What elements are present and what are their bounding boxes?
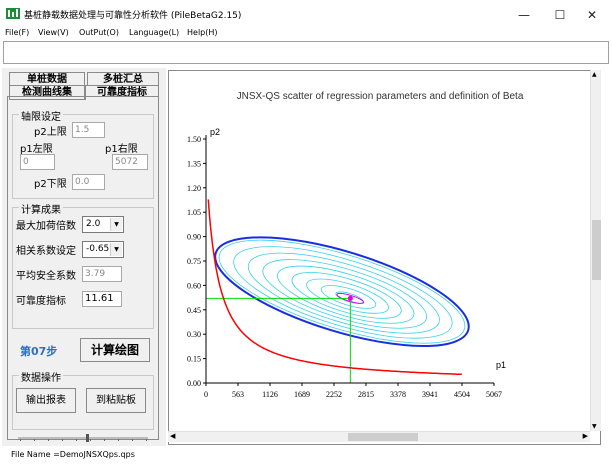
contour-ellipse	[233, 246, 453, 339]
dropdown-arrow-icon: ▼	[110, 218, 122, 231]
contour-ellipse	[262, 259, 428, 329]
vertical-scrollbar[interactable]: ▲ ▼	[590, 70, 601, 431]
h-scroll-thumb[interactable]	[348, 433, 418, 441]
contour-ellipse	[218, 239, 466, 344]
p1-min-input[interactable]: 0	[20, 154, 55, 170]
axis-limits-group: 轴限设定 p2上限 1.5 p1左限 p1右限 0 5072 p2下限 0.0	[12, 108, 154, 199]
scroll-up-icon[interactable]: ▲	[592, 71, 597, 78]
x-tick-label: 4504	[454, 390, 470, 399]
menu-help[interactable]: Help(H)	[187, 28, 218, 37]
copy-clipboard-button[interactable]: 到粘贴板	[86, 388, 146, 413]
contour-ellipse	[335, 291, 364, 304]
status-file-name: File Name =DemoJNSXQps.qps	[11, 450, 135, 459]
y-tick-label: 0.15	[187, 355, 201, 364]
results-group: 计算成果 最大加荷倍数 2.0 ▼ 相关系数设定 -0.65 ▼ 平均安全系数 …	[12, 201, 154, 329]
y-tick-label: 0.60	[187, 281, 201, 290]
scroll-down-icon[interactable]: ▼	[592, 423, 597, 430]
corr-select[interactable]: -0.65 ▼	[82, 241, 124, 258]
scatter-chart: JNSX-QS scatter of regression parameters…	[187, 91, 524, 399]
calculate-plot-button[interactable]: 计算绘图	[80, 338, 150, 362]
p1-max-label: p1右限	[105, 144, 138, 155]
slider[interactable]	[14, 434, 152, 442]
scroll-left-icon[interactable]: ◀	[170, 432, 176, 440]
window-title: 基桩静载数据处理与可靠性分析软件 (PileBetaG2.15)	[24, 11, 242, 21]
tab-single-pile[interactable]: 单桩数据	[9, 72, 85, 87]
data-ops-group: 数据操作 输出报表 到粘贴板	[12, 369, 154, 430]
y-axis-label: p2	[210, 127, 220, 137]
y-tick-label: 0.30	[187, 330, 201, 339]
max-load-value: 2.0	[86, 219, 101, 229]
y-tick-label: 1.35	[187, 159, 201, 168]
limit-state-curve	[207, 199, 462, 376]
x-tick-label: 3941	[422, 390, 438, 399]
p1-max-input[interactable]: 5072	[112, 154, 148, 170]
close-button[interactable]: ✕	[586, 8, 598, 22]
y-tick-label: 0.45	[187, 306, 201, 315]
x-tick-label: 3378	[390, 390, 406, 399]
toolbar-strip	[3, 41, 609, 64]
y-tick-label: 1.05	[187, 208, 201, 217]
results-title: 计算成果	[19, 201, 63, 216]
p1-min-label: p1左限	[20, 144, 53, 155]
step-label: 第07步	[20, 345, 58, 358]
axis-limits-title: 轴限设定	[19, 108, 63, 123]
menu-output[interactable]: OutPut(O)	[79, 28, 119, 37]
x-axis-label: p1	[496, 360, 506, 370]
mean-sf-label: 平均安全系数	[16, 271, 76, 282]
p2-min-input[interactable]: 0.0	[72, 174, 105, 190]
contour-ellipse	[320, 285, 377, 309]
max-load-select[interactable]: 2.0 ▼	[82, 216, 124, 233]
menu-view[interactable]: View(V)	[38, 28, 69, 37]
export-report-button[interactable]: 输出报表	[16, 388, 76, 413]
y-tick-label: 0.90	[187, 233, 201, 242]
horizontal-scrollbar[interactable]: ◀ ▶	[168, 431, 590, 442]
corr-label: 相关系数设定	[16, 246, 76, 257]
x-tick-label: 0	[204, 390, 208, 399]
title-bar: 基桩静载数据处理与可靠性分析软件 (PileBetaG2.15) — ☐ ✕	[0, 0, 612, 28]
outer-ellipse	[214, 236, 470, 348]
contour-ellipse	[247, 252, 440, 334]
scroll-right-icon[interactable]: ▶	[582, 432, 588, 440]
maximize-button[interactable]: ☐	[554, 8, 566, 22]
menu-file[interactable]: File(F)	[5, 28, 30, 37]
x-tick-label: 2815	[358, 390, 374, 399]
chart-title: JNSX-QS scatter of regression parameters…	[237, 91, 524, 102]
left-panel: 单桩数据 多桩汇总 检测曲线集 可靠度指标 轴限设定 p2上限 1.5 p1左限…	[2, 68, 166, 446]
p2-min-label: p2下限	[34, 179, 67, 190]
y-tick-label: 1.20	[187, 184, 201, 193]
mean-sf-field: 3.79	[82, 266, 122, 282]
scroll-thumb[interactable]	[592, 220, 601, 280]
data-ops-title: 数据操作	[19, 369, 63, 384]
max-load-label: 最大加荷倍数	[16, 221, 76, 232]
x-tick-label: 1126	[262, 390, 278, 399]
tab-content: 轴限设定 p2上限 1.5 p1左限 p1右限 0 5072 p2下限 0.0 …	[7, 96, 159, 442]
contour-ellipse	[291, 272, 402, 319]
y-tick-label: 1.50	[187, 135, 201, 144]
mean-ellipse	[336, 292, 365, 304]
y-tick-label: 0.00	[187, 379, 201, 388]
minimize-button[interactable]: —	[518, 8, 530, 22]
menu-language[interactable]: Language(L)	[129, 28, 180, 37]
corr-value: -0.65	[86, 244, 110, 254]
chart-panel: JNSX-QS scatter of regression parameters…	[168, 70, 601, 445]
x-tick-label: 2252	[326, 390, 342, 399]
p2-max-input[interactable]: 1.5	[72, 122, 105, 138]
menu-bar: File(F) View(V) OutPut(O) Language(L) He…	[0, 26, 612, 40]
p2-max-label: p2上限	[34, 127, 67, 138]
x-tick-label: 5067	[486, 390, 502, 399]
app-icon	[6, 8, 20, 19]
y-tick-label: 0.75	[187, 257, 201, 266]
x-tick-label: 1689	[294, 390, 310, 399]
status-bar: File Name =DemoJNSXQps.qps	[0, 446, 612, 466]
beta-field: 11.61	[82, 291, 122, 307]
beta-label: 可靠度指标	[16, 296, 66, 307]
contour-ellipse	[277, 265, 415, 324]
dropdown-arrow-icon: ▼	[110, 243, 122, 256]
contour-ellipse	[306, 278, 389, 314]
x-tick-label: 563	[232, 390, 244, 399]
mean-point	[347, 295, 353, 301]
